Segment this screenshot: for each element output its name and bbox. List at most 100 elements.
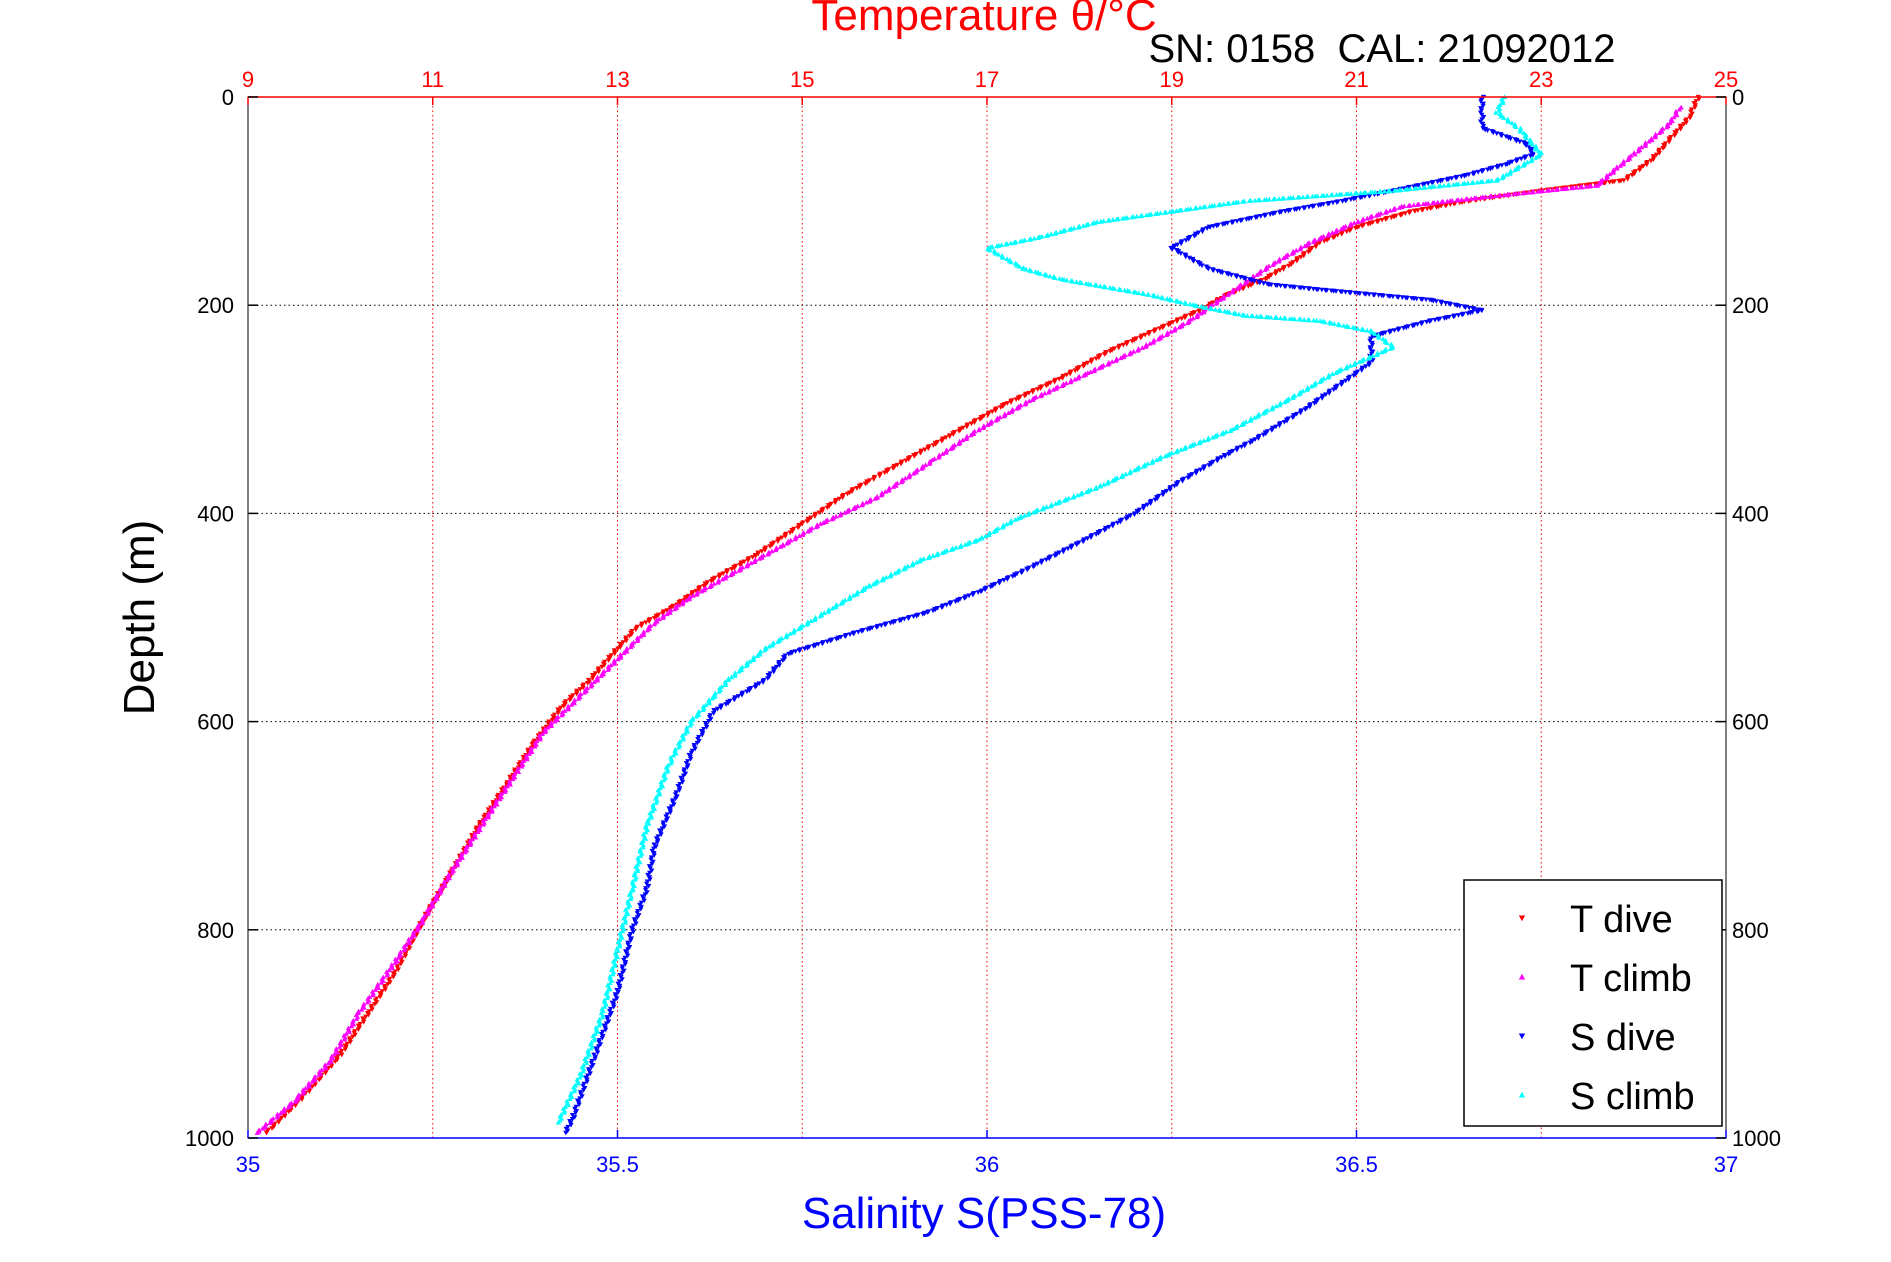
data-point bbox=[1465, 311, 1471, 317]
data-point bbox=[1053, 386, 1060, 391]
data-point bbox=[711, 711, 717, 716]
data-point bbox=[1016, 263, 1023, 269]
data-point bbox=[1462, 305, 1469, 310]
data-point bbox=[1625, 176, 1631, 182]
data-point bbox=[1247, 440, 1253, 446]
data-point bbox=[651, 615, 658, 621]
data-point bbox=[863, 499, 869, 505]
data-point bbox=[1395, 295, 1401, 300]
data-point bbox=[1432, 317, 1438, 323]
data-point bbox=[1169, 297, 1175, 303]
data-point bbox=[1370, 353, 1376, 358]
data-point bbox=[936, 455, 942, 460]
data-point bbox=[892, 570, 898, 576]
data-point bbox=[1083, 489, 1090, 495]
data-point bbox=[1084, 222, 1090, 228]
data-point bbox=[1151, 293, 1157, 299]
data-point bbox=[619, 935, 625, 940]
chart-title: Temperature θ/°C bbox=[811, 0, 1156, 40]
data-point bbox=[1667, 120, 1673, 126]
data-point bbox=[562, 1108, 568, 1113]
data-point bbox=[359, 1006, 365, 1012]
data-point bbox=[1341, 322, 1347, 328]
data-point bbox=[1401, 325, 1407, 331]
data-point bbox=[1171, 483, 1178, 489]
data-point bbox=[1118, 355, 1124, 361]
data-point bbox=[1469, 180, 1475, 186]
data-point bbox=[1387, 346, 1394, 351]
data-point bbox=[1065, 546, 1071, 552]
data-point bbox=[1074, 542, 1080, 548]
data-point bbox=[1532, 146, 1539, 152]
data-point bbox=[882, 470, 888, 476]
data-point bbox=[1412, 209, 1418, 214]
data-point bbox=[1315, 287, 1321, 293]
data-point bbox=[704, 724, 710, 730]
data-point bbox=[817, 613, 823, 619]
data-point bbox=[1305, 242, 1311, 248]
data-point bbox=[657, 785, 663, 791]
data-point bbox=[1524, 159, 1531, 165]
data-point bbox=[1135, 510, 1141, 515]
legend: T dive T climb S dive S climb bbox=[1463, 879, 1723, 1127]
data-point bbox=[1385, 188, 1392, 194]
data-point bbox=[390, 974, 396, 980]
data-point bbox=[1011, 240, 1018, 245]
data-point bbox=[728, 674, 735, 680]
data-point bbox=[667, 810, 674, 816]
data-point bbox=[1220, 222, 1226, 227]
data-point bbox=[1631, 171, 1637, 177]
data-point bbox=[784, 540, 790, 546]
data-point bbox=[656, 616, 662, 622]
data-point bbox=[569, 702, 575, 707]
data-point bbox=[862, 481, 869, 487]
data-point bbox=[1146, 292, 1152, 297]
tick-label-depth-right: 200 bbox=[1732, 293, 1769, 318]
tick-label-salinity: 36.5 bbox=[1335, 1152, 1378, 1177]
data-point bbox=[1013, 397, 1019, 403]
data-point bbox=[1089, 220, 1096, 226]
data-point bbox=[1357, 291, 1363, 297]
chart-subtitle: SN: 0158 CAL: 21092012 bbox=[1148, 27, 1615, 71]
data-point bbox=[1357, 195, 1363, 201]
data-point bbox=[372, 987, 379, 992]
data-point bbox=[1252, 197, 1258, 203]
data-point bbox=[1238, 444, 1245, 450]
data-point bbox=[1312, 382, 1318, 388]
data-point bbox=[1212, 306, 1219, 312]
legend-label: S climb bbox=[1570, 1076, 1695, 1118]
data-point bbox=[1503, 172, 1510, 177]
data-point bbox=[1339, 231, 1345, 237]
data-point bbox=[392, 960, 398, 965]
data-point bbox=[1023, 266, 1029, 272]
data-point bbox=[694, 591, 700, 597]
data-point bbox=[1474, 179, 1481, 185]
data-point bbox=[632, 876, 638, 882]
data-point bbox=[1536, 148, 1542, 154]
data-point bbox=[824, 505, 830, 511]
tick-label-temperature: 25 bbox=[1714, 67, 1738, 92]
data-point bbox=[1182, 446, 1188, 451]
data-point bbox=[625, 898, 631, 904]
data-point bbox=[1282, 315, 1289, 321]
data-point bbox=[1026, 237, 1033, 242]
data-point bbox=[1199, 229, 1206, 235]
data-point bbox=[1529, 189, 1535, 195]
data-point bbox=[651, 806, 658, 812]
data-point bbox=[701, 587, 707, 593]
data-point bbox=[332, 1059, 338, 1064]
data-point bbox=[1132, 289, 1139, 295]
data-point bbox=[1523, 135, 1529, 141]
data-point bbox=[577, 1074, 583, 1080]
data-point bbox=[1499, 133, 1505, 139]
data-point bbox=[1255, 197, 1261, 203]
data-point bbox=[1030, 389, 1036, 395]
data-point bbox=[480, 821, 487, 827]
data-point bbox=[859, 502, 865, 508]
data-point bbox=[1240, 199, 1246, 204]
data-point bbox=[604, 995, 610, 1001]
data-point bbox=[1646, 138, 1652, 144]
data-point bbox=[1549, 187, 1556, 193]
data-point bbox=[1338, 382, 1344, 388]
